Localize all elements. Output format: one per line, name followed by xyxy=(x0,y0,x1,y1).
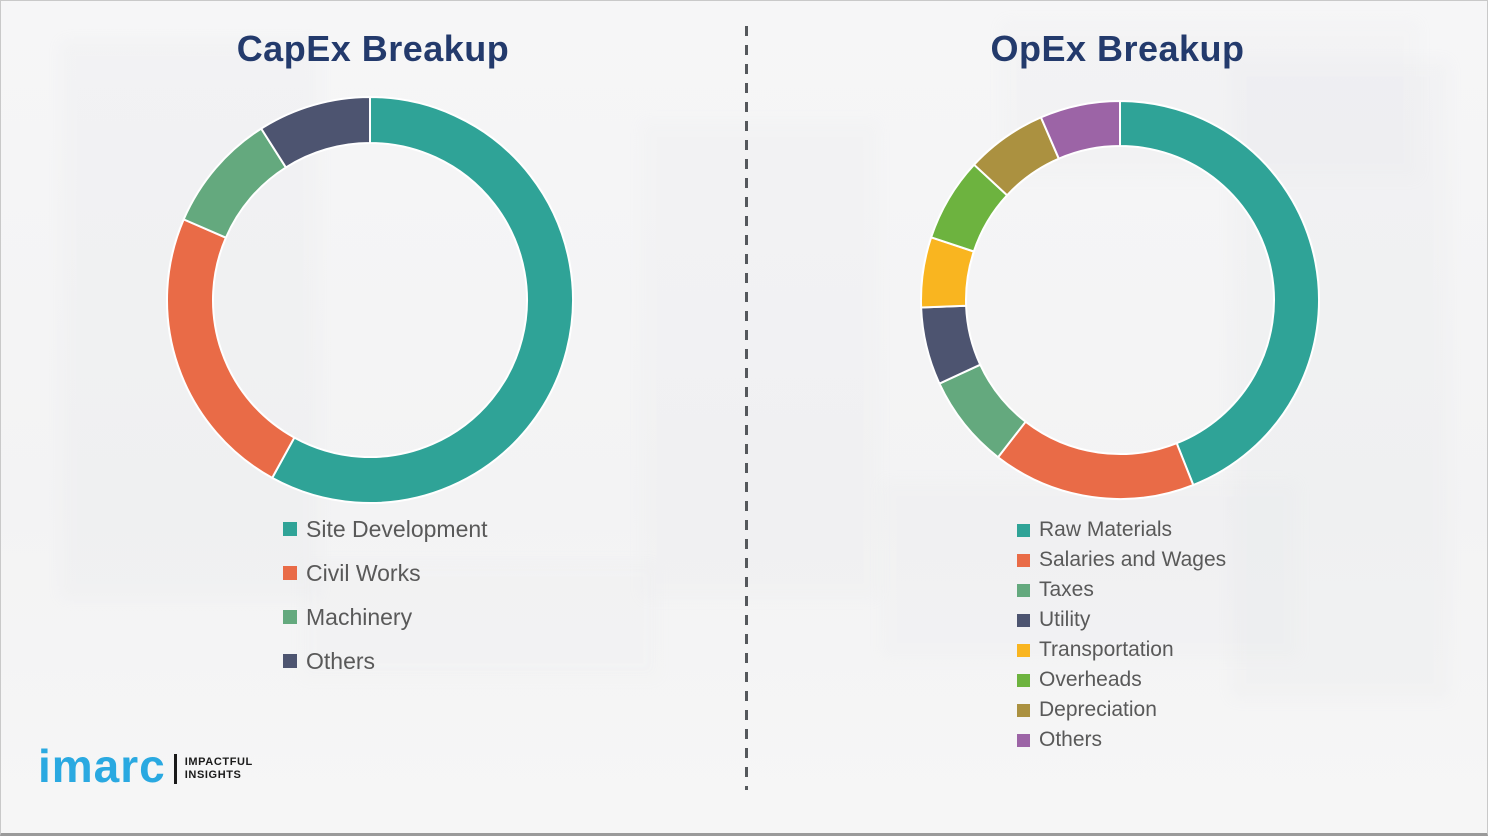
capex-legend: Site Development Civil Works Machinery Othe… xyxy=(283,507,488,683)
legend-swatch xyxy=(1017,673,1030,687)
legend-swatch xyxy=(1017,523,1030,537)
donut-segment-civil-works xyxy=(166,218,296,479)
legend-label: Others xyxy=(1039,728,1103,751)
legend-label: Utility xyxy=(1039,608,1091,631)
imarc-logo: imarc IMPACTFUL INSIGHTS xyxy=(38,736,253,796)
legend-item-overheads: Overheads xyxy=(1017,665,1226,695)
legend-label: Site Development xyxy=(306,515,488,542)
logo-tagline: IMPACTFUL INSIGHTS xyxy=(185,756,253,782)
legend-item-salaries-and-wages: Salaries and Wages xyxy=(1017,545,1226,575)
legend-label: Transportation xyxy=(1039,638,1174,661)
background-watermark xyxy=(300,560,660,680)
legend-swatch xyxy=(1017,553,1030,567)
imarc-logo-wordmark: imarc xyxy=(38,740,166,792)
logo-divider-bar xyxy=(173,754,177,784)
logo-tagline-line1: IMPACTFUL xyxy=(184,756,253,768)
legend-label: Others xyxy=(306,647,376,674)
legend-label: Machinery xyxy=(306,603,413,630)
legend-item-taxes: Taxes xyxy=(1017,575,1226,605)
legend-item-civil-works: Civil Works xyxy=(283,551,488,595)
legend-label: Civil Works xyxy=(306,559,421,586)
capex-donut-chart xyxy=(166,96,574,504)
legend-item-machinery: Machinery xyxy=(283,595,488,639)
legend-swatch xyxy=(1017,643,1030,657)
legend-item-depreciation: Depreciation xyxy=(1017,695,1226,725)
legend-swatch xyxy=(283,654,297,668)
donut-segment-salaries-and-wages xyxy=(997,420,1195,500)
legend-label: Raw Materials xyxy=(1039,518,1173,541)
legend-label: Salaries and Wages xyxy=(1039,548,1227,571)
opex-legend: Raw Materials Salaries and Wages Taxes Util… xyxy=(1017,515,1226,755)
legend-item-raw-materials: Raw Materials xyxy=(1017,515,1226,545)
legend-swatch xyxy=(283,522,297,536)
donut-segment-raw-materials xyxy=(1119,100,1320,487)
background-watermark xyxy=(640,120,880,600)
legend-item-site-development: Site Development xyxy=(283,507,488,551)
legend-label: Depreciation xyxy=(1039,698,1157,721)
legend-item-others: Others xyxy=(1017,725,1226,755)
donut-segment-others xyxy=(1039,100,1121,160)
legend-swatch xyxy=(1017,703,1030,717)
logo-tagline-line2: INSIGHTS xyxy=(184,769,242,781)
legend-item-utility: Utility xyxy=(1017,605,1226,635)
legend-swatch xyxy=(1017,733,1030,747)
legend-swatch xyxy=(283,610,297,624)
opex-donut-chart xyxy=(920,100,1320,500)
legend-item-transportation: Transportation xyxy=(1017,635,1226,665)
legend-label: Overheads xyxy=(1039,668,1142,691)
legend-label: Taxes xyxy=(1039,578,1094,601)
capex-chart-title: CapEx Breakup xyxy=(236,28,510,69)
legend-item-others: Others xyxy=(283,639,488,683)
legend-swatch xyxy=(283,566,297,580)
opex-chart-title: OpEx Breakup xyxy=(990,28,1245,69)
dashed-divider-line xyxy=(745,26,748,790)
donut-segment-site-development xyxy=(271,96,574,504)
legend-swatch xyxy=(1017,583,1030,597)
donut-segment-others xyxy=(260,96,371,169)
background-watermark xyxy=(880,480,1300,660)
legend-swatch xyxy=(1017,613,1030,627)
